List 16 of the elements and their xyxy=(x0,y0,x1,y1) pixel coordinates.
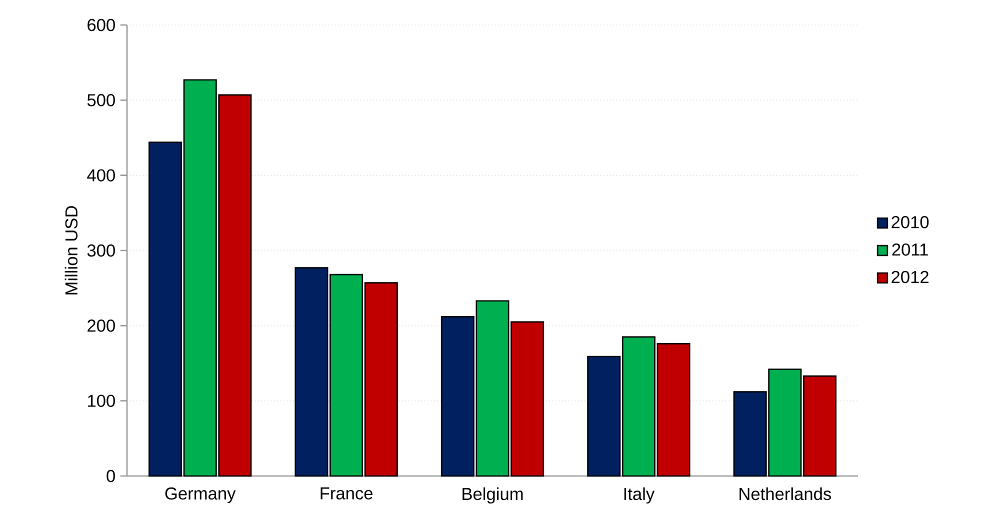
x-tick-label: Belgium xyxy=(462,487,523,504)
legend-label: 2011 xyxy=(892,243,928,256)
y-tick-label: 300 xyxy=(87,244,115,257)
y-tick-label: 0 xyxy=(106,470,115,482)
y-axis-title: Million USD xyxy=(64,206,78,294)
x-tick-label: Italy xyxy=(624,487,655,504)
y-tick-label: 600 xyxy=(88,18,115,32)
x-tick-label: Netherlands xyxy=(740,487,832,500)
y-tick-label: 200 xyxy=(88,320,115,332)
legend-label: 2010 xyxy=(892,216,929,228)
legend-label: 2012 xyxy=(892,270,928,284)
x-tick-label: France xyxy=(320,487,372,500)
y-tick-label: 100 xyxy=(88,394,115,407)
x-tick-label: Germany xyxy=(165,487,236,504)
y-tick-label: 400 xyxy=(87,169,115,182)
y-tick-label: 500 xyxy=(87,94,115,106)
